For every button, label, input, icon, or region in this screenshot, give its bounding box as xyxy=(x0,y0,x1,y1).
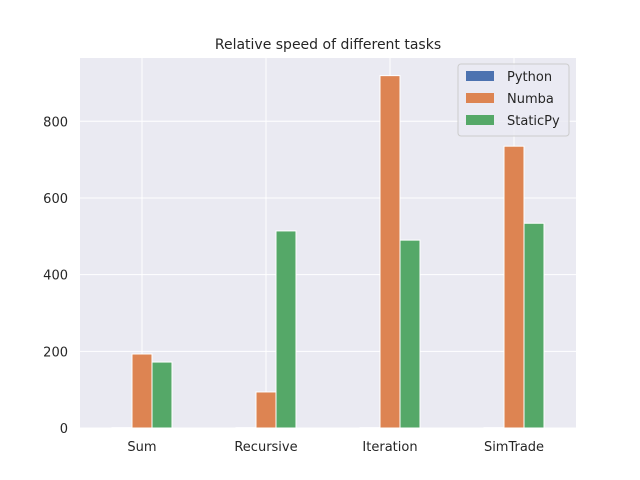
y-tick-label: 600 xyxy=(43,192,68,207)
bar-numba-simtrade xyxy=(503,145,525,429)
bar-numba-iteration xyxy=(379,75,401,429)
x-tick-label: Iteration xyxy=(362,440,417,455)
bar-numba-recursive xyxy=(255,391,277,429)
x-tick-label: Recursive xyxy=(234,440,297,455)
bar-staticpy-simtrade xyxy=(523,222,545,429)
y-tick-label: 800 xyxy=(43,115,68,130)
legend-swatch-numba xyxy=(466,93,494,103)
x-tick-label: Sum xyxy=(127,440,156,455)
y-tick-label: 400 xyxy=(43,269,68,284)
x-tick-label: SimTrade xyxy=(484,440,544,455)
legend-swatch-staticpy xyxy=(466,115,494,125)
legend-swatch-python xyxy=(466,71,494,81)
bar-staticpy-recursive xyxy=(275,230,297,429)
y-tick-labels: 0 200 400 600 800 xyxy=(43,115,68,437)
bar-staticpy-iteration xyxy=(399,239,421,429)
legend-label-staticpy: StaticPy xyxy=(507,114,560,129)
bar-numba-sum xyxy=(131,353,153,429)
bars xyxy=(111,75,545,429)
x-tick-labels: Sum Recursive Iteration SimTrade xyxy=(127,440,544,455)
legend-label-python: Python xyxy=(507,70,552,85)
bar-staticpy-sum xyxy=(151,361,173,429)
legend-label-numba: Numba xyxy=(507,92,554,107)
y-tick-label: 0 xyxy=(60,422,68,437)
legend: Python Numba StaticPy xyxy=(457,63,570,137)
y-tick-label: 200 xyxy=(43,345,68,360)
chart-title: Relative speed of different tasks xyxy=(215,37,441,53)
